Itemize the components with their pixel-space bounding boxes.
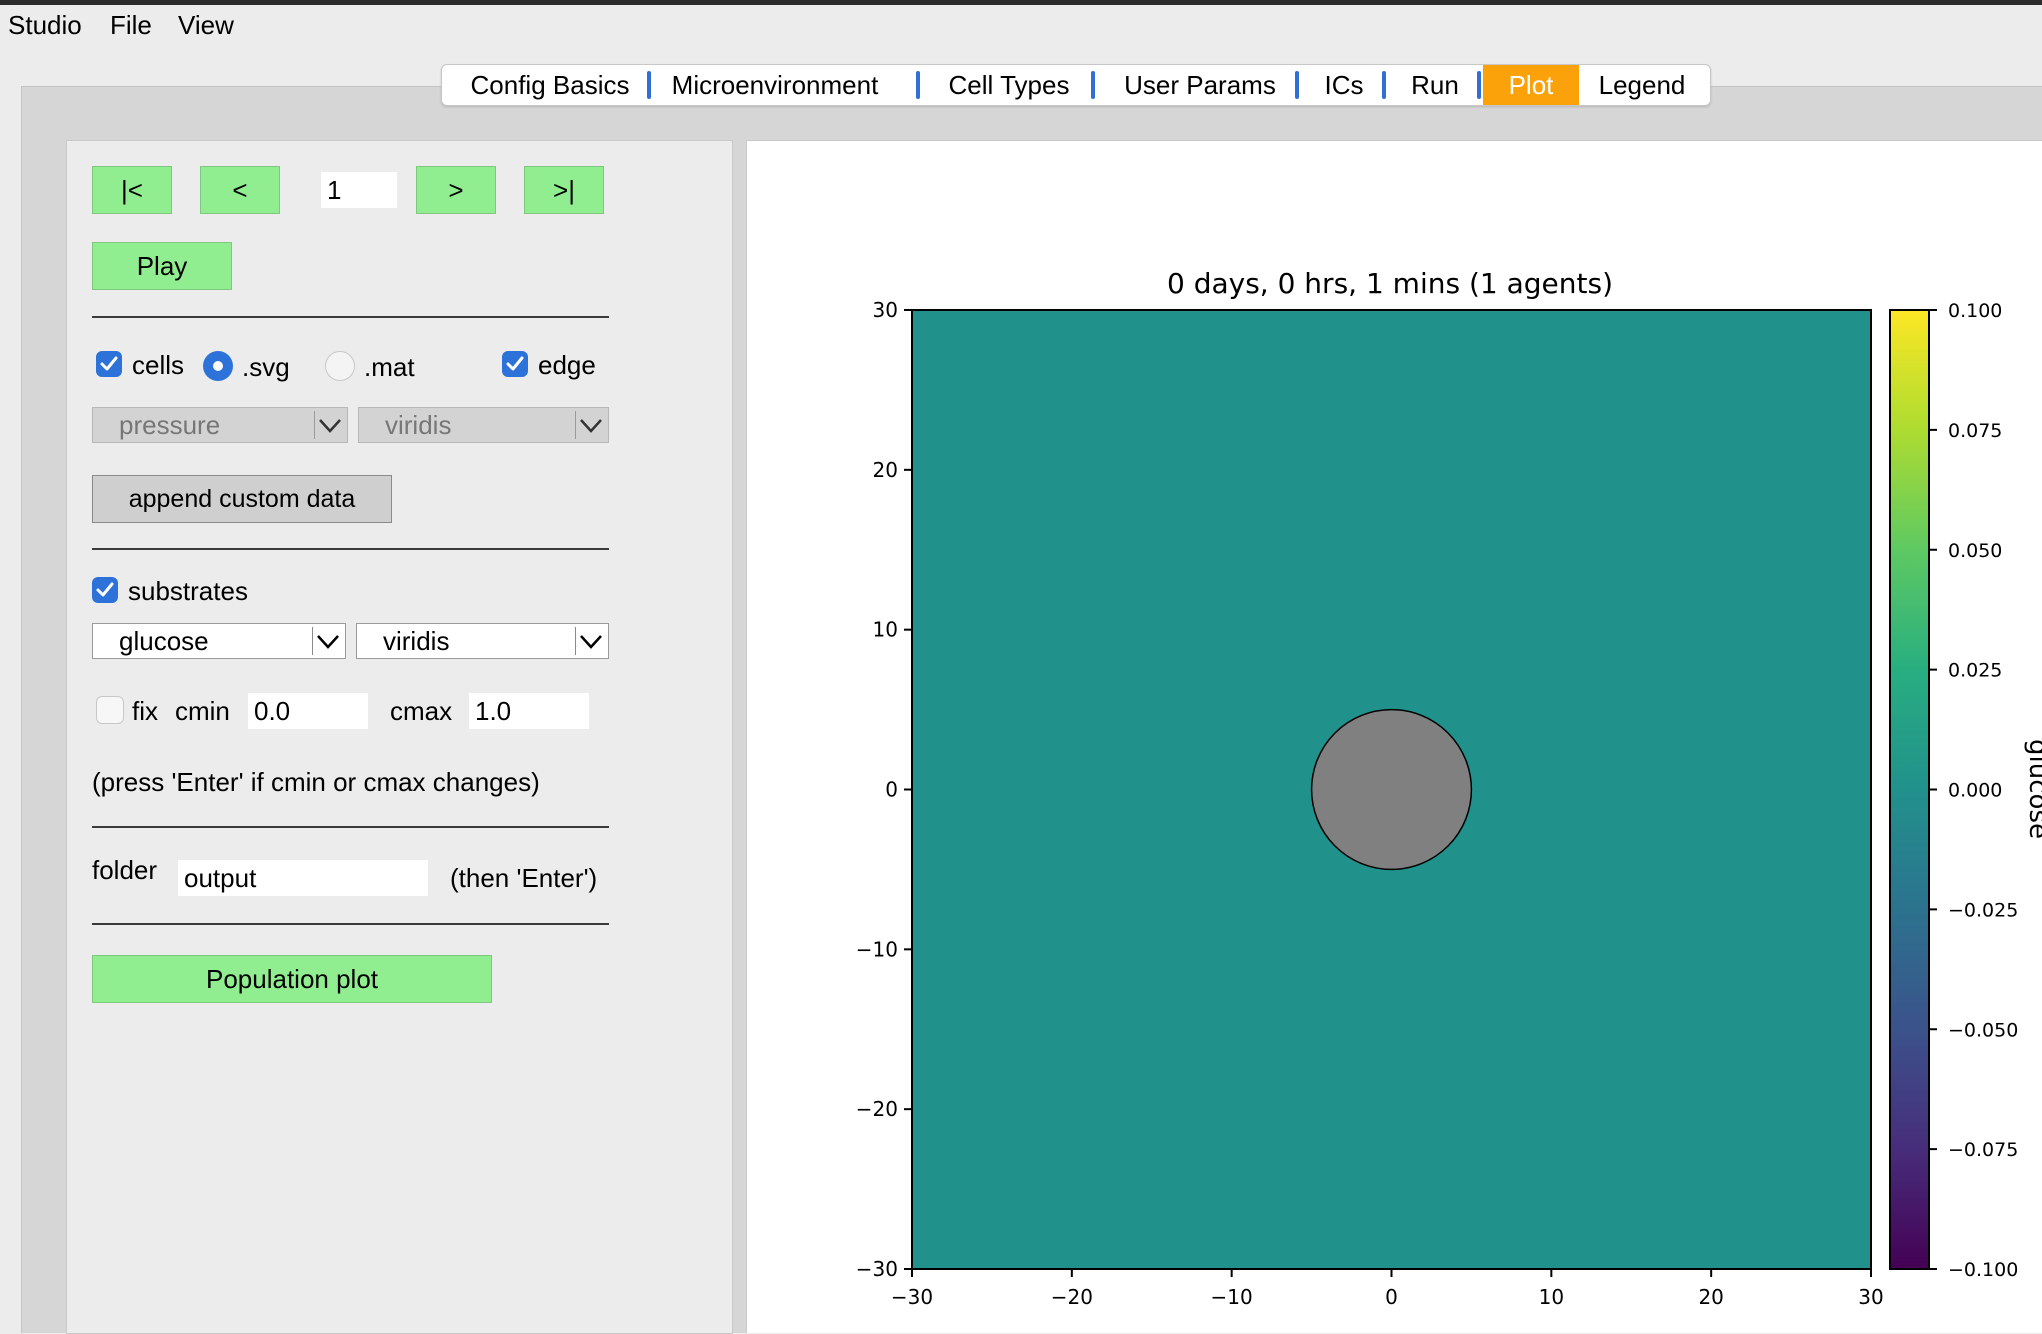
- x-tick-label: −10: [1211, 1285, 1253, 1309]
- cell-scalar-value: pressure: [119, 410, 221, 440]
- substrate-colormap-value: viridis: [383, 626, 450, 656]
- tab-plot[interactable]: Plot: [1483, 65, 1579, 105]
- x-tick-label: −20: [1051, 1285, 1093, 1309]
- chevron-down-icon: [312, 627, 343, 655]
- chevron-down-icon: [575, 627, 606, 655]
- fix-label: fix: [132, 696, 158, 726]
- colorbar-tick-label: 0.100: [1948, 300, 2002, 322]
- tab-separator: [1091, 71, 1095, 99]
- fix-checkbox[interactable]: [96, 696, 124, 724]
- population-plot-button[interactable]: Population plot: [92, 955, 492, 1003]
- tab-separator: [916, 71, 920, 99]
- substrates-checkbox[interactable]: [92, 577, 118, 603]
- cmin-label: cmin: [175, 696, 230, 726]
- tab-bar: Config Basics Microenvironment Cell Type…: [441, 64, 1711, 106]
- tab-separator: [647, 71, 651, 99]
- first-frame-button[interactable]: |<: [92, 166, 172, 214]
- divider: [92, 548, 609, 550]
- x-tick-label: 10: [1539, 1285, 1564, 1309]
- play-button[interactable]: Play: [92, 242, 232, 290]
- chevron-down-icon: [314, 411, 345, 439]
- divider: [92, 826, 609, 828]
- y-tick-label: −20: [856, 1097, 898, 1121]
- y-tick-label: 0: [885, 778, 898, 802]
- menubar: Studio File View: [0, 5, 2042, 45]
- substrates-label: substrates: [128, 576, 248, 606]
- tab-separator: [1477, 71, 1481, 99]
- tab-config-basics[interactable]: Config Basics: [470, 70, 630, 100]
- cmax-label: cmax: [390, 696, 453, 726]
- cmin-cmax-hint: (press 'Enter' if cmin or cmax changes): [92, 767, 540, 797]
- folder-input[interactable]: output: [178, 860, 428, 896]
- colorbar-label: glucose: [2023, 739, 2042, 839]
- prev-frame-button[interactable]: <: [200, 166, 280, 214]
- tab-legend[interactable]: Legend: [1598, 70, 1686, 100]
- colorbar-tick-label: −0.100: [1948, 1259, 2018, 1281]
- colorbar-tick-label: −0.050: [1948, 1019, 2018, 1041]
- substrate-colormap-select[interactable]: viridis: [356, 623, 609, 659]
- menu-view[interactable]: View: [178, 10, 234, 40]
- menu-file[interactable]: File: [110, 10, 152, 40]
- substrate-select[interactable]: glucose: [92, 623, 346, 659]
- tab-ics[interactable]: ICs: [1324, 70, 1364, 100]
- cells-label: cells: [132, 350, 185, 380]
- colorbar-tick-label: 0.000: [1948, 780, 2002, 802]
- last-frame-button[interactable]: >|: [524, 166, 604, 214]
- cell-colormap-value: viridis: [385, 410, 452, 440]
- tab-cell-types[interactable]: Cell Types: [948, 70, 1070, 100]
- cell-colormap-select[interactable]: viridis: [358, 407, 609, 443]
- divider: [92, 923, 609, 925]
- x-tick-label: 20: [1698, 1285, 1723, 1309]
- cmax-input[interactable]: 1.0: [469, 693, 589, 729]
- menu-studio[interactable]: Studio: [8, 10, 82, 40]
- plot-title: 0 days, 0 hrs, 1 mins (1 agents): [1167, 267, 1613, 300]
- x-tick-label: 30: [1858, 1285, 1883, 1309]
- colorbar-tick-label: −0.025: [1948, 899, 2018, 921]
- x-tick-label: 0: [1385, 1285, 1398, 1309]
- mat-radio[interactable]: [325, 351, 355, 381]
- colorbar-tick-label: 0.050: [1948, 540, 2002, 562]
- svg-radio[interactable]: [203, 351, 233, 381]
- cmin-input[interactable]: 0.0: [248, 693, 368, 729]
- tab-separator: [1295, 71, 1299, 99]
- y-tick-label: −10: [856, 937, 898, 961]
- divider: [92, 316, 609, 318]
- edge-checkbox[interactable]: [502, 351, 528, 377]
- y-tick-label: 20: [873, 458, 898, 482]
- y-tick-label: 30: [873, 298, 898, 322]
- cells-checkbox[interactable]: [96, 351, 122, 377]
- edge-label: edge: [538, 350, 596, 380]
- cell-scalar-select[interactable]: pressure: [92, 407, 348, 443]
- svg-label: .svg: [242, 352, 290, 382]
- colorbar-tick-label: 0.075: [1948, 420, 2002, 442]
- y-tick-label: −30: [856, 1257, 898, 1281]
- colorbar-tick-label: 0.025: [1948, 660, 2002, 682]
- next-frame-button[interactable]: >: [416, 166, 496, 214]
- tab-run[interactable]: Run: [1411, 70, 1459, 100]
- x-tick-label: −30: [891, 1285, 933, 1309]
- folder-hint: (then 'Enter'): [450, 863, 598, 893]
- chevron-down-icon: [575, 411, 606, 439]
- cell-agent: [1310, 708, 1473, 871]
- tab-separator: [1382, 71, 1386, 99]
- colorbar: [1889, 309, 1930, 1270]
- tab-user-params[interactable]: User Params: [1124, 70, 1276, 100]
- substrate-value: glucose: [119, 626, 209, 656]
- frame-number-input[interactable]: 1: [321, 172, 397, 208]
- append-custom-data-button[interactable]: append custom data: [92, 475, 392, 523]
- mat-label: .mat: [364, 352, 415, 382]
- window-top-edge: [0, 0, 2042, 5]
- colorbar-tick-label: −0.075: [1948, 1139, 2018, 1161]
- y-tick-label: 10: [873, 618, 898, 642]
- tab-microenvironment[interactable]: Microenvironment: [671, 70, 879, 100]
- folder-label: folder: [92, 855, 158, 885]
- plot-controls-panel: [66, 140, 733, 1334]
